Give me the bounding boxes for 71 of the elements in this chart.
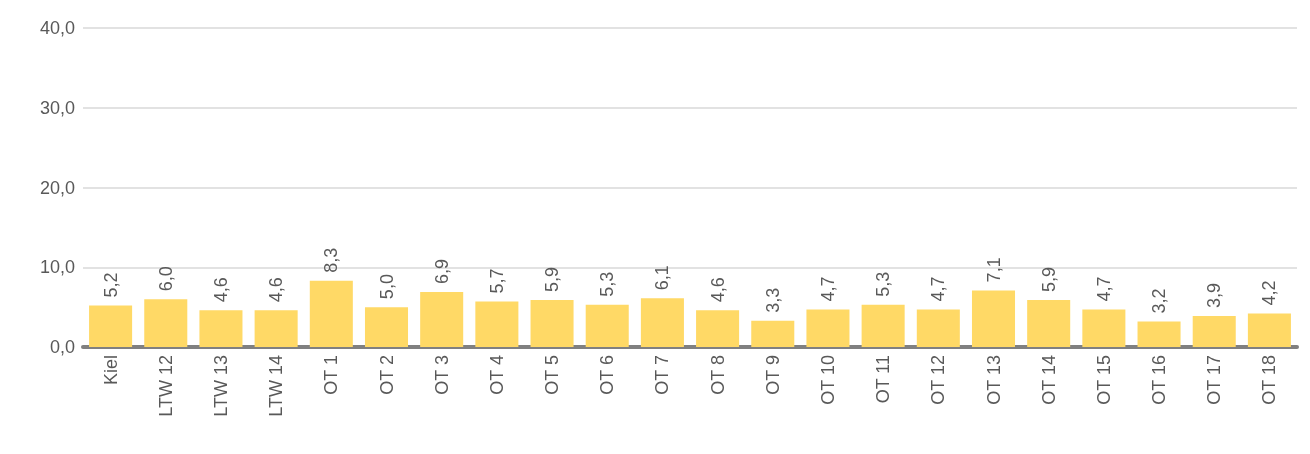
bar — [420, 291, 464, 347]
x-tick-label: OT 8 — [707, 355, 728, 395]
data-label: 4,7 — [1093, 276, 1114, 302]
bar — [971, 290, 1016, 347]
data-label: 3,9 — [1204, 282, 1225, 308]
bar — [1247, 313, 1291, 347]
y-tick-label: 40,0 — [39, 18, 75, 38]
data-label: 4,2 — [1259, 280, 1280, 306]
bar — [1137, 321, 1181, 347]
x-tick-label: OT 15 — [1093, 355, 1114, 405]
x-tick-label: OT 14 — [1038, 355, 1059, 405]
y-tick-label: 0,0 — [49, 337, 75, 357]
bar — [1082, 309, 1126, 347]
data-label: 6,0 — [155, 266, 176, 292]
bar — [475, 301, 519, 347]
data-label: 4,7 — [928, 276, 949, 302]
x-tick-label: OT 2 — [376, 355, 397, 395]
x-tick-label: OT 10 — [817, 355, 838, 405]
data-label: 5,7 — [486, 268, 507, 294]
x-tick-label: OT 13 — [983, 355, 1004, 405]
x-tick-label: OT 18 — [1259, 355, 1280, 405]
bar — [530, 299, 574, 347]
bar — [696, 310, 740, 347]
bar — [916, 309, 960, 347]
data-label: 6,9 — [431, 258, 452, 284]
x-tick-label: OT 11 — [873, 355, 894, 404]
bar — [640, 298, 684, 347]
bar — [806, 309, 850, 347]
x-tick-label: LTW 12 — [155, 355, 176, 417]
bar — [1027, 299, 1071, 347]
bar — [364, 307, 409, 347]
x-tick-label: OT 6 — [597, 355, 618, 395]
bar — [309, 280, 353, 347]
data-label: 8,3 — [321, 247, 342, 273]
data-label: 3,2 — [1149, 288, 1170, 314]
x-tick-label: OT 4 — [486, 355, 507, 395]
bar — [199, 310, 243, 347]
x-tick-label: OT 1 — [321, 355, 342, 395]
data-label: 3,3 — [762, 287, 783, 313]
x-tick-label: OT 7 — [652, 355, 673, 395]
x-tick-label: OT 16 — [1149, 355, 1170, 405]
data-label: 5,9 — [542, 266, 563, 292]
data-label: 5,0 — [376, 274, 397, 300]
x-tick-label: LTW 14 — [266, 355, 287, 417]
bar — [254, 310, 298, 347]
bar — [861, 304, 905, 347]
data-label: 4,7 — [817, 276, 838, 302]
x-tick-label: OT 3 — [431, 355, 452, 395]
y-tick-label: 10,0 — [39, 257, 75, 278]
data-label: 5,2 — [100, 272, 121, 298]
y-tick-label: 30,0 — [39, 97, 75, 118]
bar — [751, 320, 795, 347]
data-label: 4,6 — [210, 277, 231, 303]
bar — [144, 299, 188, 347]
data-label: 6,1 — [652, 265, 673, 291]
data-label: 4,6 — [707, 277, 728, 303]
x-tick-label: OT 17 — [1204, 355, 1225, 405]
x-tick-label: OT 5 — [542, 355, 563, 395]
bar — [89, 305, 133, 347]
bar — [585, 304, 629, 347]
x-tick-label: OT 9 — [762, 355, 783, 395]
x-tick-label: LTW 13 — [210, 355, 231, 417]
data-label: 5,3 — [873, 271, 894, 297]
x-tick-label: Kiel — [100, 355, 121, 386]
data-label: 5,9 — [1038, 266, 1059, 292]
data-label: 7,1 — [983, 257, 1004, 283]
bar — [1192, 315, 1236, 347]
data-label: 5,3 — [597, 271, 618, 297]
x-tick-label: OT 12 — [928, 355, 949, 405]
data-label: 4,6 — [266, 277, 287, 303]
y-tick-label: 20,0 — [39, 177, 75, 198]
